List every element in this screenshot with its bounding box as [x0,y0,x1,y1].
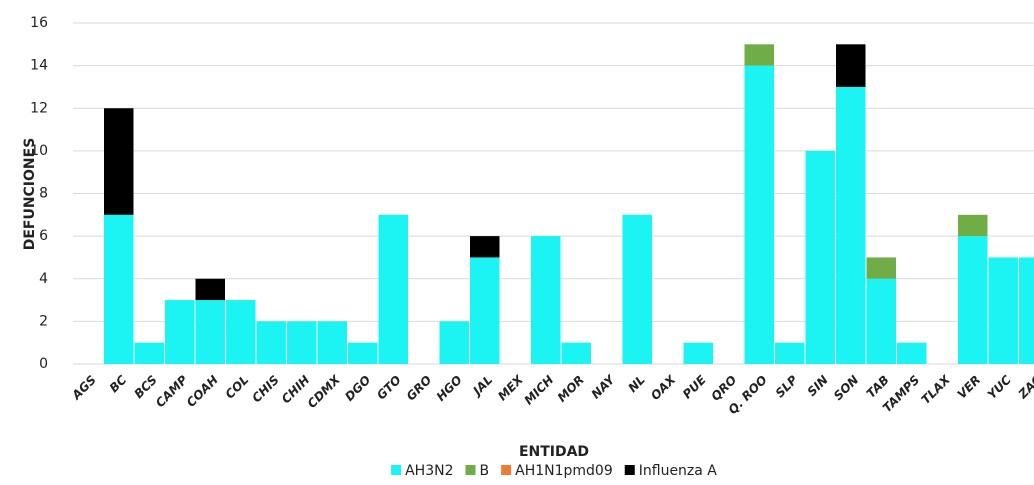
y-tick-label: 12 [30,100,48,116]
y-tick-label: 14 [30,58,48,74]
x-tick-label: HGO [434,373,465,404]
bar-segment [805,150,835,364]
x-tick-label: CDMX [305,372,344,411]
x-tick-label: JAL [469,373,495,399]
bar-segment [195,300,225,364]
bar-segment [836,44,866,87]
x-tick-label: NL [625,373,647,395]
bar-segment [104,108,134,215]
bar-segment [134,342,164,364]
legend-label: AH3N2 [405,463,453,479]
x-tick-label: MICH [522,373,557,408]
x-tick-label: CAMP [153,373,191,411]
x-tick-label: MOR [555,373,587,405]
x-tick-label: TLAX [919,372,954,407]
bar-segment [165,300,195,364]
bar-segment [683,342,713,364]
bar-segment [348,342,378,364]
bar-segment [866,278,896,364]
x-tick-label: SIN [805,373,831,399]
bar-segment [988,257,1018,364]
x-axis-label: ENTIDAD [519,444,589,460]
x-tick-label: NAY [589,372,619,402]
bar-segment [744,44,774,66]
bar-segment [531,236,561,364]
x-tick-label: DGO [342,373,373,404]
bar-segment [256,321,286,364]
y-tick-label: 4 [39,271,48,287]
y-tick-label: 8 [39,186,48,202]
x-tick-label: ZAC [1015,373,1034,402]
bar-segment [195,278,225,301]
bar-segment [287,321,317,364]
x-tick-label: GRO [404,373,435,404]
bar-segment [470,257,500,364]
y-tick-label: 10 [30,143,48,159]
y-tick-label: 2 [39,313,48,329]
legend-swatch [624,465,635,475]
bar-segment [958,236,988,364]
y-tick-label: 0 [39,356,48,372]
x-tick-label: SLP [773,373,801,401]
bar-segment [378,214,408,364]
x-tick-label: COAH [184,373,221,410]
x-tick-label: OAX [648,372,679,403]
x-tick-label: VER [955,373,984,402]
legend-label: B [480,463,490,479]
bar-segment [104,214,134,364]
legend-label: Influenza A [639,463,718,479]
bar-segment [561,342,591,364]
x-tick-label: SON [831,373,861,403]
bar-segment [226,300,256,364]
x-tick-label: COL [223,373,252,402]
bar-segment [744,65,774,364]
bar-segment [317,321,347,364]
x-tick-label: PUE [680,372,709,401]
bar-segment [775,342,805,364]
bar-segment [622,214,652,364]
x-tick-label: GTO [374,373,404,403]
y-tick-label: 6 [39,228,48,244]
legend-label: AH1N1pmd09 [515,463,613,479]
legend-swatch [391,465,402,475]
y-tick-label: 16 [30,15,48,31]
bar-segment [866,257,896,279]
legend-swatch [465,465,476,475]
legend-swatch [501,465,512,475]
bar-segment [470,236,500,258]
x-tick-label: YUC [985,373,1014,402]
bar-segment [958,214,988,237]
bar-segment [439,321,469,364]
x-tick-label: AGS [69,373,99,403]
bar-segment [1019,257,1034,364]
y-axis-label: DEFUNCIONES [22,138,38,251]
x-tick-label: CHIS [249,373,282,406]
x-tick-label: BC [107,373,130,396]
bar-segment [897,342,927,364]
bar-segment [836,86,866,364]
